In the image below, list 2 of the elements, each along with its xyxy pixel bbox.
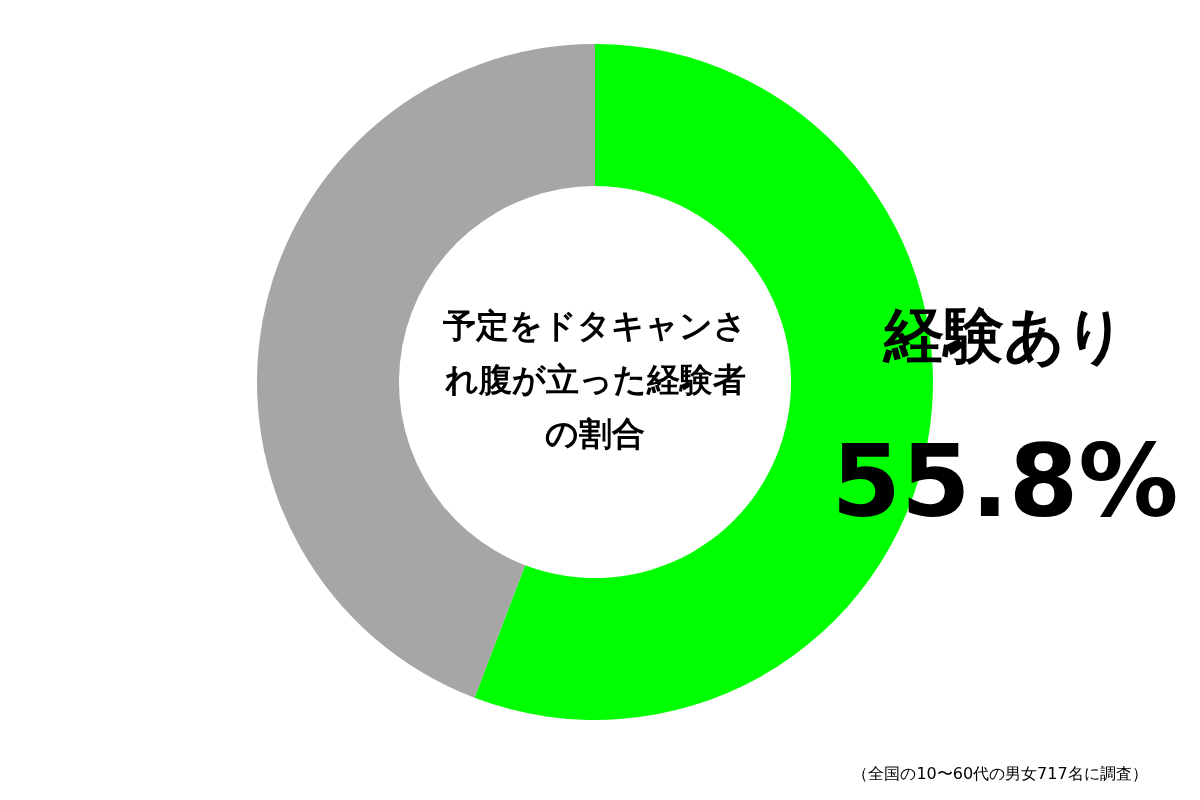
text: 予定をドタキャンされ腹が立った経験者の割合 <box>442 305 747 453</box>
text: （全国の10〜60代の男女717名に調査） <box>852 764 1148 784</box>
